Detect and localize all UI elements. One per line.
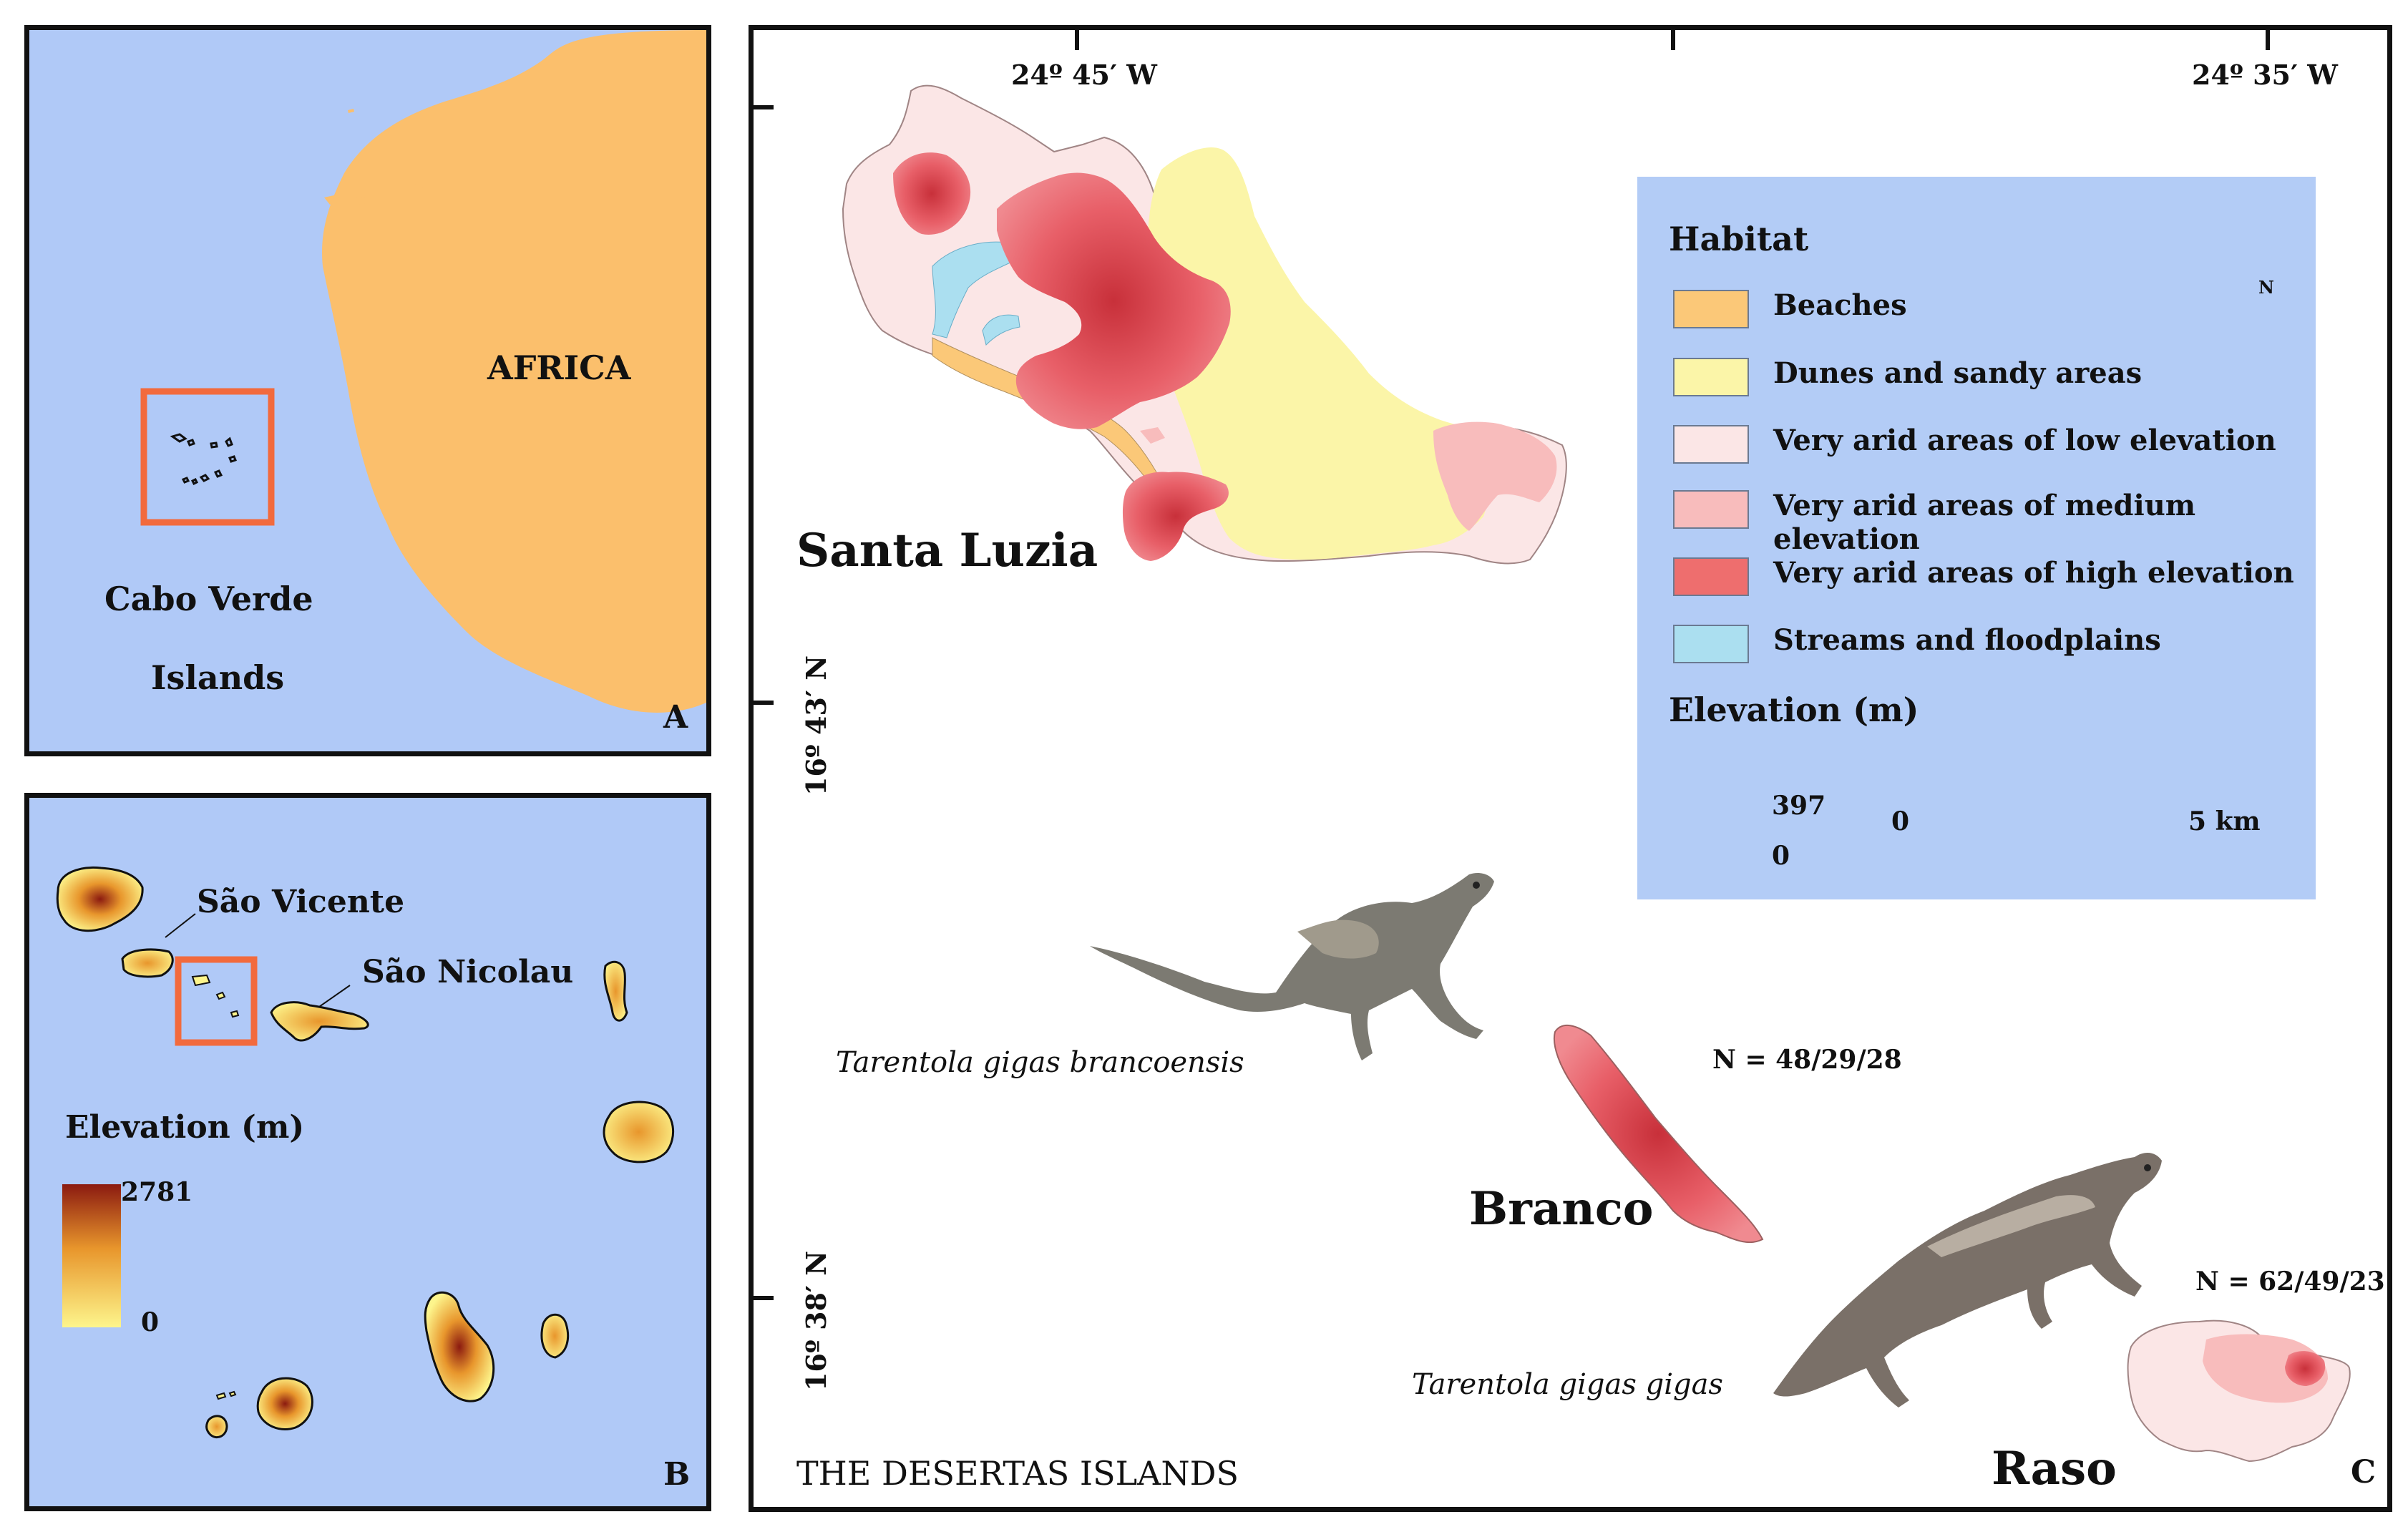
legend-label-dunes: Dunes and sandy areas	[1773, 356, 2143, 390]
sao-nicolau-label: São Nicolau	[362, 954, 574, 990]
islands-label: Islands	[151, 658, 285, 697]
fogo-island	[256, 1377, 313, 1430]
desertas-footer-title: THE DESERTAS ISLANDS	[796, 1454, 1239, 1493]
sample-size-raso: N = 62/49/23	[2195, 1267, 2385, 1297]
legend-label-low-elevation: Very arid areas of low elevation	[1773, 424, 2276, 457]
sao-vicente-label: São Vicente	[197, 884, 405, 920]
sao-nicolau-island	[270, 1001, 369, 1042]
panel-letter-a: A	[663, 699, 688, 736]
legend-label-beaches: Beaches	[1773, 288, 1907, 322]
coord-longitude-right: 24º 35′ W	[2192, 59, 2338, 91]
sao-vicente-leader-line	[165, 913, 196, 938]
panel-a-basemap	[140, 30, 706, 713]
legend-swatch-dunes	[1673, 358, 1749, 396]
panel-letter-b: B	[663, 1456, 691, 1493]
santa-luzia-dunes	[1145, 147, 1512, 560]
legend-swatch-medium-elevation	[1673, 490, 1749, 529]
raso-island	[2127, 1319, 2351, 1463]
species-label-brancoensis: Tarentola gigas brancoensis	[836, 1046, 1244, 1079]
santa-luzia-medium-elevation-pocket	[1140, 427, 1165, 444]
raso-label: Raso	[1992, 1442, 2117, 1496]
panel-a-regional-map: AFRICA Cabo Verde Islands A	[24, 25, 711, 756]
canary-islands	[324, 169, 424, 205]
elevation-min-b: 0	[141, 1307, 160, 1337]
legend-swatch-high-elevation	[1673, 557, 1749, 596]
desertas-highlight-box	[175, 956, 258, 1046]
raso-medium-elevation	[2203, 1334, 2328, 1403]
coord-latitude-lower: 16º 38′ N	[800, 1251, 832, 1391]
north-label: N	[2258, 277, 2274, 298]
desertas-mini-islands	[191, 974, 240, 1018]
panel-letter-c: C	[2351, 1454, 2377, 1490]
raso-high-elevation	[2285, 1351, 2326, 1386]
africa-label: AFRICA	[487, 348, 631, 387]
elevation-title-b: Elevation (m)	[65, 1109, 305, 1146]
sal-island	[603, 960, 628, 1022]
santa-luzia-label: Santa Luzia	[796, 524, 1098, 577]
santa-luzia-medium-elevation-east	[1433, 421, 1557, 531]
legend-swatch-low-elevation	[1673, 425, 1749, 464]
panel-b-archipelago-map: São Vicente São Nicolau Elevation (m) 27…	[24, 793, 711, 1511]
elevation-max-b: 2781	[121, 1177, 193, 1207]
cabo-verde-label: Cabo Verde	[104, 580, 313, 618]
legend-habitat-title: Habitat	[1669, 220, 1809, 258]
legend-box: Habitat N Beaches Dunes and sandy areas …	[1637, 177, 2316, 899]
santa-luzia-high-elevation-central	[997, 172, 1231, 429]
santa-luzia-high-elevation-west	[893, 152, 971, 235]
legend-swatch-streams	[1673, 625, 1749, 663]
sample-size-branco: N = 48/29/28	[1712, 1045, 1902, 1075]
legend-elev-max: 397	[1772, 791, 1826, 821]
santa-luzia-island	[842, 84, 1567, 565]
secos-islets	[215, 1390, 237, 1400]
legend-label-streams: Streams and floodplains	[1773, 623, 2161, 657]
panel-c-basemap	[754, 30, 2351, 1463]
panel-c-desertas-map: Habitat N Beaches Dunes and sandy areas …	[749, 25, 2392, 1512]
cabo-verde-islands-mini	[170, 433, 237, 486]
brava-island	[205, 1415, 228, 1438]
gecko-brancoensis-photo	[1090, 873, 1494, 1060]
elevation-ramp-b	[62, 1184, 121, 1327]
species-label-gigas: Tarentola gigas gigas	[1412, 1368, 1723, 1401]
branco-label: Branco	[1469, 1182, 1654, 1236]
legend-swatch-beaches	[1673, 290, 1749, 328]
sao-nicolau-leader-line	[318, 985, 351, 1007]
santa-luzia-high-elevation-south	[1122, 472, 1229, 561]
legend-label-medium-elevation: Very arid areas of medium elevation	[1773, 489, 2196, 556]
scale-end-label: 5 km	[2188, 806, 2261, 836]
legend-elev-min: 0	[1772, 841, 1790, 871]
coord-longitude-left: 24º 45′ W	[1011, 59, 1157, 91]
santiago-island	[424, 1291, 495, 1402]
coord-latitude-upper: 16º 43′ N	[800, 655, 832, 796]
branco-island	[1554, 1025, 1764, 1244]
maio-island	[540, 1313, 570, 1359]
frame-ticks	[754, 30, 2270, 1300]
boa-vista-island	[603, 1101, 675, 1163]
scale-start-label: 0	[1891, 806, 1910, 836]
legend-label-high-elevation: Very arid areas of high elevation	[1773, 556, 2294, 590]
gecko-gigas-photo	[1773, 1152, 2162, 1407]
madeira-dots	[348, 109, 354, 113]
panel-b-basemap	[56, 866, 675, 1438]
cabo-verde-highlight-box	[140, 388, 275, 526]
sao-vicente-island	[121, 948, 174, 978]
santo-antao-island	[56, 866, 144, 932]
africa-landmass	[322, 30, 706, 713]
legend-elevation-title: Elevation (m)	[1669, 691, 1919, 729]
